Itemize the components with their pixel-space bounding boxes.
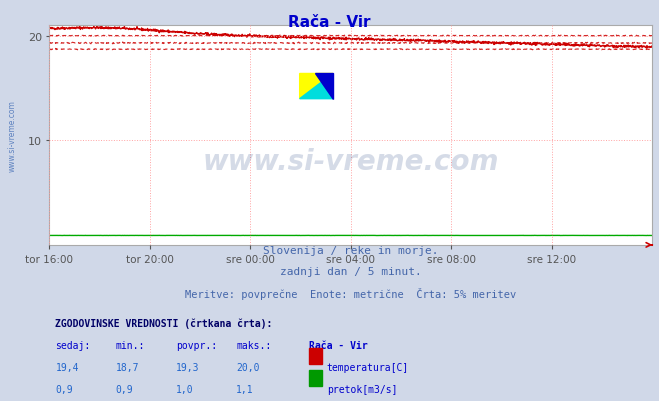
- Text: Rača - Vir: Rača - Vir: [288, 15, 371, 30]
- Text: pretok[m3/s]: pretok[m3/s]: [327, 384, 397, 394]
- Text: zadnji dan / 5 minut.: zadnji dan / 5 minut.: [280, 267, 422, 276]
- Text: www.si-vreme.com: www.si-vreme.com: [203, 148, 499, 176]
- Text: sedaj:: sedaj:: [55, 340, 91, 350]
- Polygon shape: [314, 74, 333, 99]
- Bar: [308, 348, 322, 364]
- Text: 19,4: 19,4: [55, 362, 79, 372]
- Bar: [308, 371, 322, 386]
- Text: www.si-vreme.com: www.si-vreme.com: [7, 100, 16, 172]
- Text: 19,3: 19,3: [176, 362, 200, 372]
- Text: 20,0: 20,0: [237, 362, 260, 372]
- Text: temperatura[C]: temperatura[C]: [327, 362, 409, 372]
- Text: Slovenija / reke in morje.: Slovenija / reke in morje.: [263, 245, 439, 255]
- Text: Rača - Vir: Rača - Vir: [308, 340, 368, 350]
- Text: maks.:: maks.:: [237, 340, 272, 350]
- Text: min.:: min.:: [116, 340, 145, 350]
- Text: 18,7: 18,7: [116, 362, 139, 372]
- Text: 1,0: 1,0: [176, 384, 194, 394]
- Text: ZGODOVINSKE VREDNOSTI (črtkana črta):: ZGODOVINSKE VREDNOSTI (črtkana črta):: [55, 318, 273, 328]
- Text: 1,1: 1,1: [237, 384, 254, 394]
- Text: povpr.:: povpr.:: [176, 340, 217, 350]
- Polygon shape: [300, 74, 333, 99]
- Text: 0,9: 0,9: [116, 384, 133, 394]
- Text: 0,9: 0,9: [55, 384, 73, 394]
- Text: Meritve: povprečne  Enote: metrične  Črta: 5% meritev: Meritve: povprečne Enote: metrične Črta:…: [185, 288, 517, 300]
- Polygon shape: [300, 74, 333, 99]
